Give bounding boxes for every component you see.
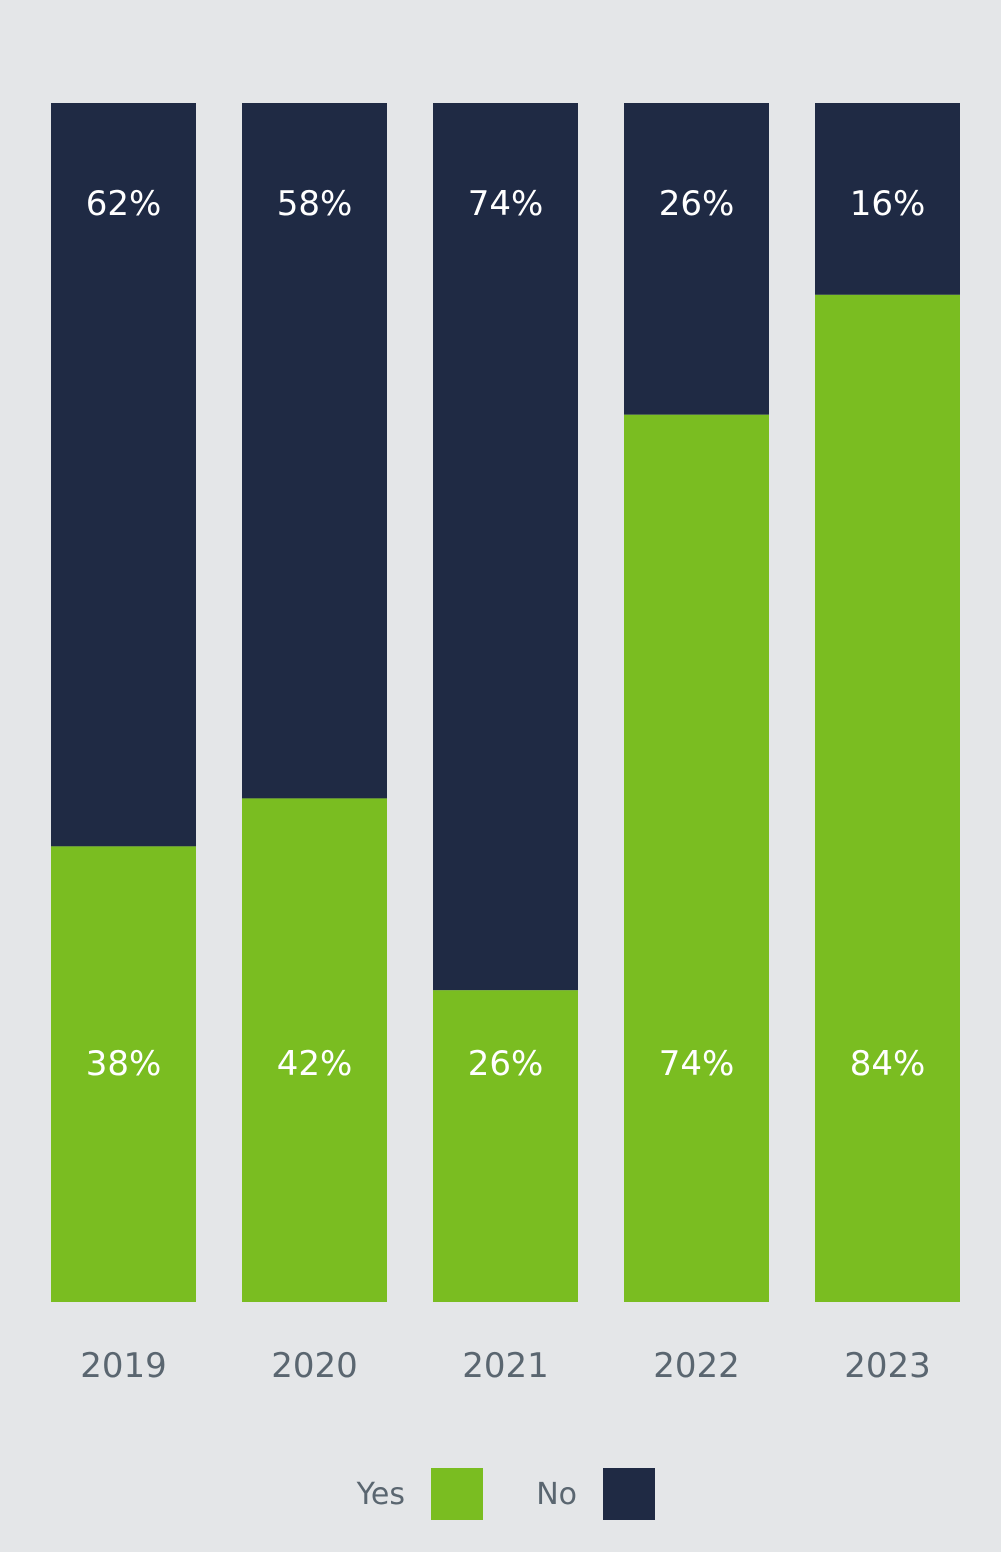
data-label-no-2022: 26% (659, 184, 735, 224)
x-tick-label-2022: 2022 (653, 1346, 740, 1386)
bar-no-2021 (433, 103, 578, 991)
bar-no-2019 (51, 103, 196, 847)
legend-yes-swatch (431, 1468, 483, 1520)
legend-no-swatch (603, 1468, 655, 1520)
bar-yes-2022 (624, 414, 769, 1302)
data-label-no-2023: 16% (850, 184, 926, 224)
bar-yes-2020 (242, 798, 387, 1302)
data-label-yes-2022: 74% (659, 1044, 735, 1084)
x-tick-label-2020: 2020 (271, 1346, 358, 1386)
legend-no-label: No (536, 1477, 577, 1512)
bar-yes-2019 (51, 846, 196, 1302)
data-label-yes-2023: 84% (850, 1044, 926, 1084)
bar-no-2020 (242, 103, 387, 799)
bars-group: 62% 38% 58% 42% 74% 26% 26% 74% 16% 84% (51, 103, 960, 1303)
bar-yes-2021 (433, 990, 578, 1302)
data-label-yes-2019: 38% (86, 1044, 162, 1084)
bar-yes-2023 (815, 294, 960, 1303)
data-label-yes-2020: 42% (277, 1044, 353, 1084)
x-axis-ticks: 2019 2020 2021 2022 2023 (80, 1346, 931, 1386)
x-tick-label-2019: 2019 (80, 1346, 167, 1386)
x-tick-label-2023: 2023 (844, 1346, 931, 1386)
data-label-no-2019: 62% (86, 184, 162, 224)
data-label-yes-2021: 26% (468, 1044, 544, 1084)
legend: Yes No (356, 1468, 655, 1520)
data-label-no-2021: 74% (468, 184, 544, 224)
legend-yes-label: Yes (356, 1477, 405, 1512)
data-label-no-2020: 58% (277, 184, 353, 224)
x-tick-label-2021: 2021 (462, 1346, 549, 1386)
bar-no-2023 (815, 103, 960, 295)
bar-no-2022 (624, 103, 769, 415)
